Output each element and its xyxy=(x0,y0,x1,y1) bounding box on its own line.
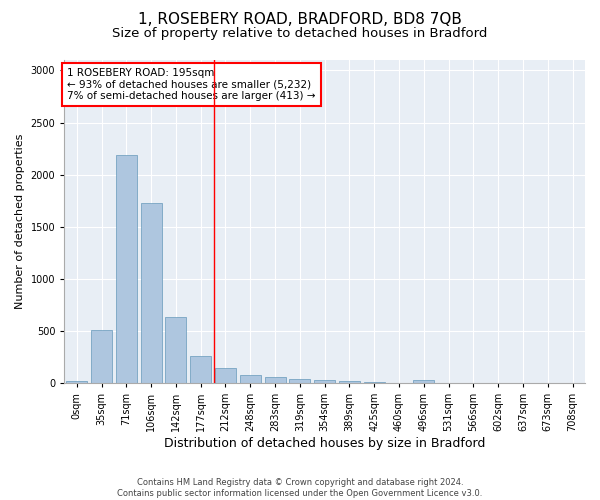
Bar xyxy=(91,330,112,383)
Bar xyxy=(364,382,385,383)
Bar xyxy=(190,356,211,383)
Bar xyxy=(314,380,335,383)
Text: 1, ROSEBERY ROAD, BRADFORD, BD8 7QB: 1, ROSEBERY ROAD, BRADFORD, BD8 7QB xyxy=(138,12,462,28)
Bar xyxy=(215,368,236,383)
Text: Contains HM Land Registry data © Crown copyright and database right 2024.
Contai: Contains HM Land Registry data © Crown c… xyxy=(118,478,482,498)
Bar xyxy=(265,378,286,383)
Bar xyxy=(116,155,137,383)
Bar xyxy=(140,203,161,383)
Text: 1 ROSEBERY ROAD: 195sqm
← 93% of detached houses are smaller (5,232)
7% of semi-: 1 ROSEBERY ROAD: 195sqm ← 93% of detache… xyxy=(67,68,316,102)
Bar xyxy=(339,382,360,383)
Y-axis label: Number of detached properties: Number of detached properties xyxy=(15,134,25,309)
Bar xyxy=(66,381,87,383)
Bar xyxy=(289,379,310,383)
Bar xyxy=(438,382,459,383)
Bar xyxy=(389,382,410,383)
Bar xyxy=(413,380,434,383)
Text: Size of property relative to detached houses in Bradford: Size of property relative to detached ho… xyxy=(112,28,488,40)
Bar xyxy=(166,318,187,383)
Bar xyxy=(240,374,261,383)
X-axis label: Distribution of detached houses by size in Bradford: Distribution of detached houses by size … xyxy=(164,437,485,450)
